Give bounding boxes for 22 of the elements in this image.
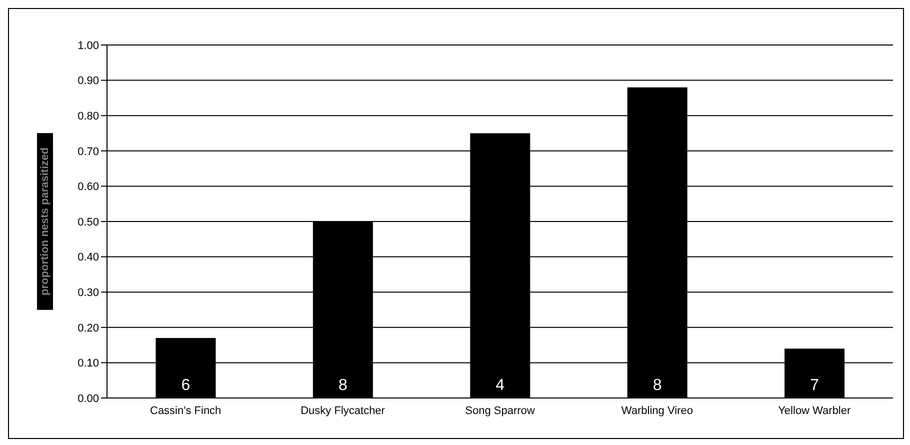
y-tick-label: 0.30 <box>78 287 99 300</box>
y-tick-label: 0.00 <box>78 392 99 405</box>
y-tick-label: 0.70 <box>78 146 99 158</box>
y-tick-label: 1.00 <box>78 40 99 52</box>
x-tick-label: Song Sparrow <box>465 404 535 417</box>
x-tick-label: Yellow Warbler <box>778 404 852 417</box>
y-axis-title: proportion nests parasitized <box>39 148 51 296</box>
y-tick-label: 0.90 <box>78 75 99 88</box>
y-tick-label: 0.20 <box>78 322 99 334</box>
annotation: 8 <box>652 377 662 394</box>
annotation: 7 <box>810 377 820 394</box>
y-tick-label: 0.40 <box>78 252 99 264</box>
annotation: 6 <box>181 377 190 394</box>
y-tick-label: 0.50 <box>78 216 99 228</box>
annotation: 4 <box>496 377 505 394</box>
annotation: 8 <box>338 377 348 394</box>
y-tick-label: 0.60 <box>78 181 99 194</box>
y-tick-label: 0.80 <box>78 110 99 123</box>
x-tick-label: Warbling Vireo <box>621 404 693 417</box>
x-tick-label: Dusky Flycatcher <box>300 404 386 417</box>
y-tick-label: 0.10 <box>78 358 99 370</box>
x-tick-label: Cassin's Finch <box>150 404 222 417</box>
